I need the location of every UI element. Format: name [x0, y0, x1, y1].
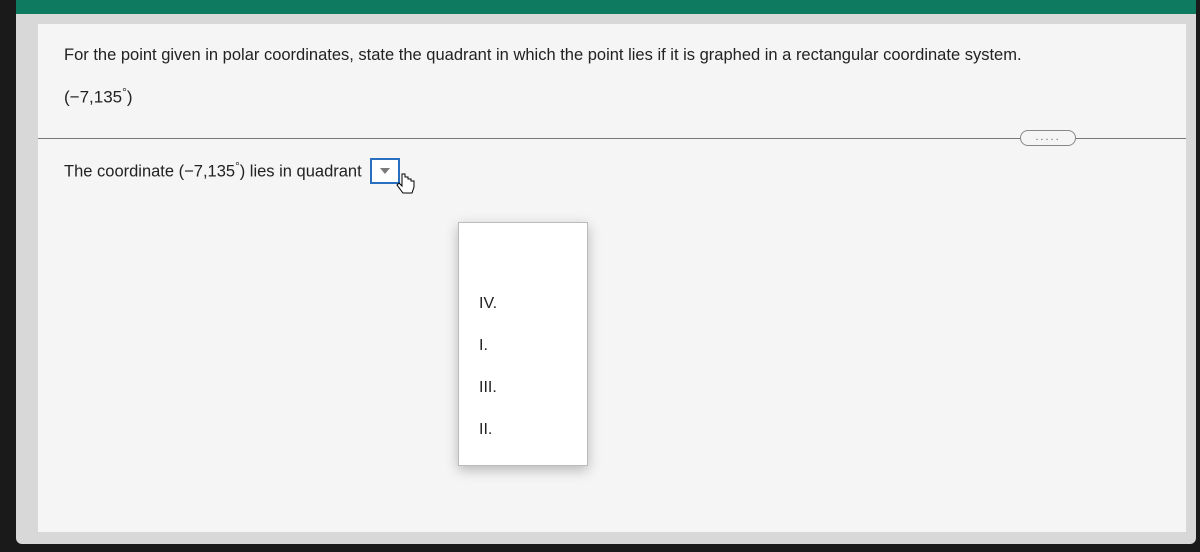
answer-prefix: The coordinate (−7,135°) lies in quadran…: [64, 161, 362, 182]
dropdown-option-ii[interactable]: II.: [459, 409, 587, 451]
question-prompt: For the point given in polar coordinates…: [64, 44, 1160, 67]
divider-dots: .....: [1035, 131, 1060, 143]
dropdown-option-iii[interactable]: III.: [459, 367, 587, 409]
chevron-down-icon: [380, 168, 390, 174]
dropdown-option-i[interactable]: I.: [459, 325, 587, 367]
cursor-hand-icon: [396, 172, 418, 196]
top-accent-bar: [16, 0, 1196, 14]
app-frame: For the point given in polar coordinates…: [16, 0, 1196, 544]
quadrant-dropdown-panel: IV. I. III. II.: [458, 222, 588, 466]
question-area: For the point given in polar coordinates…: [38, 24, 1186, 118]
polar-coordinate: (−7,135°): [64, 85, 1160, 108]
content-page: For the point given in polar coordinates…: [38, 24, 1186, 532]
answer-row: The coordinate (−7,135°) lies in quadran…: [38, 144, 1186, 198]
dropdown-option-iv[interactable]: IV.: [459, 283, 587, 325]
quadrant-dropdown[interactable]: [370, 158, 400, 184]
divider-line: [38, 138, 1186, 139]
divider-expand-pill[interactable]: .....: [1020, 130, 1076, 146]
section-divider: .....: [38, 132, 1186, 144]
